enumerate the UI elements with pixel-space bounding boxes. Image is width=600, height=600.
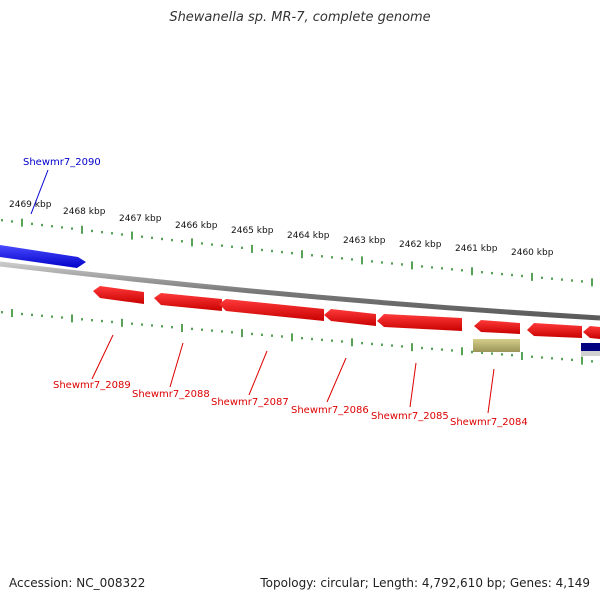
gene-shewmr7-2085[interactable] bbox=[377, 314, 462, 331]
label-shewmr7-2087: Shewmr7_2087 bbox=[211, 397, 289, 408]
genome-backbone bbox=[0, 261, 600, 321]
feature-khaki[interactable] bbox=[473, 339, 520, 352]
gene-shewmr7-2089[interactable] bbox=[93, 286, 144, 304]
accession-text: Accession: NC_008322 bbox=[9, 576, 146, 590]
gene-shewmr7-2086[interactable] bbox=[324, 309, 376, 326]
label-shewmr7-2084: Shewmr7_2084 bbox=[450, 417, 528, 428]
gene-shewmr7-2090[interactable] bbox=[0, 245, 86, 268]
label-line-shewmr7-2086 bbox=[326, 357, 347, 403]
tick-label: 2468 kbp bbox=[63, 207, 106, 217]
gene-shewmr7-2088[interactable] bbox=[154, 293, 222, 311]
label-line-shewmr7-2090 bbox=[30, 169, 49, 215]
label-shewmr7-2085: Shewmr7_2085 bbox=[371, 411, 449, 422]
label-line-shewmr7-2088 bbox=[169, 342, 184, 388]
gene-shewmr7-2087[interactable] bbox=[219, 299, 324, 321]
tick-label: 2461 kbp bbox=[455, 244, 498, 254]
label-shewmr7-2090: Shewmr7_2090 bbox=[23, 157, 101, 168]
genome-stats-text: Topology: circular; Length: 4,792,610 bp… bbox=[260, 576, 590, 590]
scale-ticks-bottom bbox=[1, 309, 593, 365]
scale-ticks-top bbox=[1, 218, 593, 287]
label-line-shewmr7-2084 bbox=[487, 368, 495, 414]
label-shewmr7-2086: Shewmr7_2086 bbox=[291, 405, 369, 416]
gene-shewmr7-2084[interactable] bbox=[474, 320, 520, 334]
label-line-shewmr7-2087 bbox=[248, 350, 268, 396]
label-line-shewmr7-2089 bbox=[91, 334, 114, 380]
feature-edge-light bbox=[581, 351, 600, 356]
tick-label: 2467 kbp bbox=[119, 214, 162, 224]
tick-label: 2466 kbp bbox=[175, 221, 218, 231]
tick-label: 2463 kbp bbox=[343, 236, 386, 246]
tick-label: 2464 kbp bbox=[287, 231, 330, 241]
tick-label: 2460 kbp bbox=[511, 248, 554, 258]
label-shewmr7-2089: Shewmr7_2089 bbox=[53, 380, 131, 391]
tick-label: 2462 kbp bbox=[399, 240, 442, 250]
feature-edge-dark[interactable] bbox=[581, 343, 600, 351]
gene-unlabeled-b[interactable] bbox=[583, 326, 600, 339]
gene-unlabeled-a[interactable] bbox=[527, 323, 582, 338]
scale-tick-labels: 2469 kbp 2468 kbp 2467 kbp 2466 kbp 2465 kbp… bbox=[9, 200, 554, 258]
map-title: Shewanella sp. MR-7, complete genome bbox=[169, 10, 431, 25]
tick-label: 2465 kbp bbox=[231, 226, 274, 236]
label-shewmr7-2088: Shewmr7_2088 bbox=[132, 389, 210, 400]
label-line-shewmr7-2085 bbox=[409, 362, 417, 408]
tick-label: 2469 kbp bbox=[9, 200, 52, 210]
